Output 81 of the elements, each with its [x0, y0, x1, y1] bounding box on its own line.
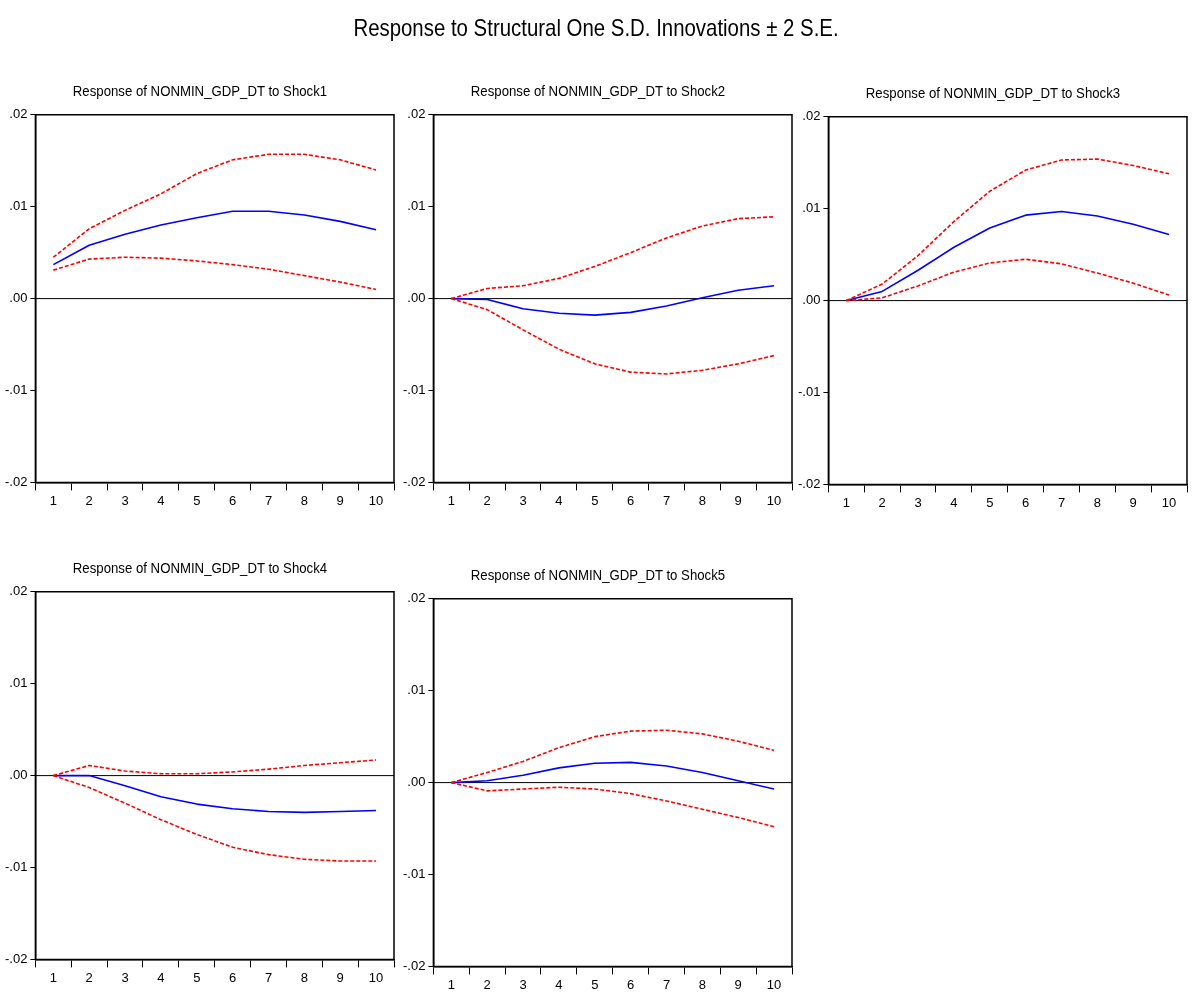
x-tick-label: 8 [698, 492, 706, 508]
x-tick-label: 6 [229, 969, 237, 985]
y-tick-label: .02 [9, 583, 28, 599]
y-tick-label: .01 [407, 682, 426, 698]
y-tick-label: .02 [407, 106, 426, 122]
x-tick-label: 4 [950, 494, 958, 510]
x-tick-label: 3 [519, 976, 527, 992]
x-tick-label: 7 [662, 492, 671, 508]
x-tick-label: 3 [121, 492, 129, 508]
x-tick-label: 5 [986, 494, 994, 510]
x-tick-label: 5 [591, 976, 599, 992]
x-tick-label: 4 [555, 976, 563, 992]
x-tick-label: 6 [627, 492, 635, 508]
x-tick-label: 2 [878, 494, 886, 510]
x-tick-label: 1 [49, 492, 57, 508]
x-tick-label: 2 [85, 969, 93, 985]
y-tick-label: .00 [802, 292, 821, 308]
chart-title: Response of NONMIN_GDP_DT to Shock4 [71, 558, 329, 578]
x-tick-label: 3 [519, 492, 527, 508]
y-tick-label: .00 [9, 767, 28, 783]
x-tick-label: 2 [483, 976, 491, 992]
x-tick-label: 9 [1129, 494, 1137, 510]
x-tick-label: 4 [157, 492, 165, 508]
x-tick-label: 6 [627, 976, 635, 992]
x-tick-label: 9 [336, 492, 344, 508]
text: Response to Structural One S.D. Innovations ± 2 S.E. [352, 14, 840, 42]
x-tick-label: 10 [368, 492, 384, 508]
x-tick-label: 8 [300, 492, 308, 508]
y-tick-label: .02 [802, 108, 821, 124]
x-tick-label: 9 [734, 492, 742, 508]
x-tick-label: 6 [229, 492, 237, 508]
y-tick-label: .00 [9, 290, 28, 306]
y-tick-label: -.02 [402, 473, 426, 489]
x-tick-label: 9 [734, 976, 742, 992]
x-tick-label: 8 [698, 976, 706, 992]
y-tick-label: -.01 [797, 384, 821, 400]
chart-title: Response of NONMIN_GDP_DT to Shock1 [71, 81, 329, 101]
x-tick-label: 1 [842, 494, 850, 510]
y-tick-label: -.02 [4, 950, 28, 966]
y-tick-label: -.02 [797, 475, 821, 491]
y-tick-label: .02 [9, 106, 28, 122]
y-tick-label: .01 [407, 198, 426, 214]
y-tick-label: -.02 [4, 473, 28, 489]
x-tick-label: 8 [1093, 494, 1101, 510]
x-tick-label: 9 [336, 969, 344, 985]
x-tick-label: 10 [368, 969, 384, 985]
x-tick-label: 4 [555, 492, 563, 508]
x-tick-label: 1 [49, 969, 57, 985]
y-tick-label: .01 [9, 675, 28, 691]
x-tick-label: 7 [1057, 494, 1066, 510]
y-tick-label: -.01 [4, 859, 28, 875]
y-tick-label: -.01 [402, 382, 426, 398]
y-tick-label: .01 [9, 198, 28, 214]
x-tick-label: 10 [766, 976, 782, 992]
x-tick-label: 2 [483, 492, 491, 508]
y-tick-label: -.02 [402, 957, 426, 973]
y-tick-label: -.01 [402, 866, 426, 882]
y-tick-label: .01 [802, 200, 821, 216]
x-tick-label: 7 [264, 492, 273, 508]
x-tick-label: 7 [662, 976, 671, 992]
x-tick-label: 1 [447, 492, 455, 508]
x-tick-label: 5 [193, 492, 201, 508]
x-tick-label: 10 [766, 492, 782, 508]
x-tick-label: 7 [264, 969, 273, 985]
x-tick-label: 8 [300, 969, 308, 985]
y-tick-label: -.01 [4, 382, 28, 398]
chart-title: Response of NONMIN_GDP_DT to Shock5 [469, 565, 727, 585]
x-tick-label: 4 [157, 969, 165, 985]
y-tick-label: .00 [407, 290, 426, 306]
x-tick-label: 6 [1022, 494, 1030, 510]
x-tick-label: 5 [193, 969, 201, 985]
x-tick-label: 3 [914, 494, 922, 510]
chart-title: Response of NONMIN_GDP_DT to Shock3 [864, 83, 1122, 103]
chart-title: Response of NONMIN_GDP_DT to Shock2 [469, 81, 727, 101]
y-tick-label: .02 [407, 590, 426, 606]
x-tick-label: 3 [121, 969, 129, 985]
x-tick-label: 10 [1161, 494, 1177, 510]
x-tick-label: 1 [447, 976, 455, 992]
x-tick-label: 2 [85, 492, 93, 508]
y-tick-label: .00 [407, 774, 426, 790]
x-tick-label: 5 [591, 492, 599, 508]
